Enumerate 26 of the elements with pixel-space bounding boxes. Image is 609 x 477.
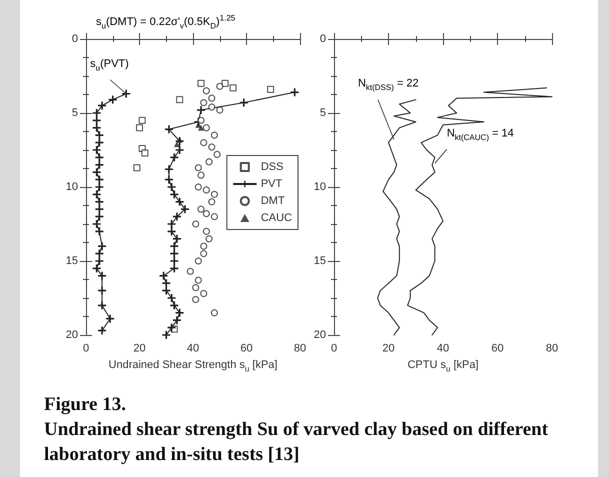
x-tick-label: 80 bbox=[294, 342, 306, 354]
y-tick-label: 15 bbox=[66, 255, 78, 267]
x-tick-label: 60 bbox=[240, 342, 253, 354]
y-tick-label: 10 bbox=[66, 181, 78, 193]
x-tick-label: 40 bbox=[436, 342, 450, 354]
text: Figure 13. bbox=[44, 393, 127, 417]
y-tick-label: 0 bbox=[320, 33, 326, 45]
y-tick-label: 20 bbox=[66, 329, 78, 341]
legend-label: DSS bbox=[260, 161, 284, 173]
x-tick-label: 20 bbox=[133, 342, 146, 354]
legend-label: CAUC bbox=[260, 212, 292, 224]
y-tick-label: 15 bbox=[314, 255, 326, 267]
legend-label: DMT bbox=[260, 195, 285, 207]
x-tick-label: 20 bbox=[382, 342, 395, 354]
x-tick-label: 60 bbox=[491, 342, 504, 354]
x-tick-label: 40 bbox=[186, 342, 200, 354]
y-tick-label: 5 bbox=[320, 107, 326, 119]
y-tick-label: 20 bbox=[314, 329, 326, 341]
x-tick-label: 0 bbox=[330, 342, 338, 354]
text: Undrained shear strength Su of varved clay based on different laboratory and in-situ tests [13] bbox=[44, 418, 550, 467]
legend-label: PVT bbox=[260, 178, 283, 190]
y-tick-label: 0 bbox=[72, 33, 78, 45]
y-tick-label: 10 bbox=[314, 181, 326, 193]
x-tick-label: 80 bbox=[546, 342, 558, 354]
y-tick-label: 5 bbox=[72, 107, 78, 119]
x-tick-label: 0 bbox=[82, 342, 90, 354]
